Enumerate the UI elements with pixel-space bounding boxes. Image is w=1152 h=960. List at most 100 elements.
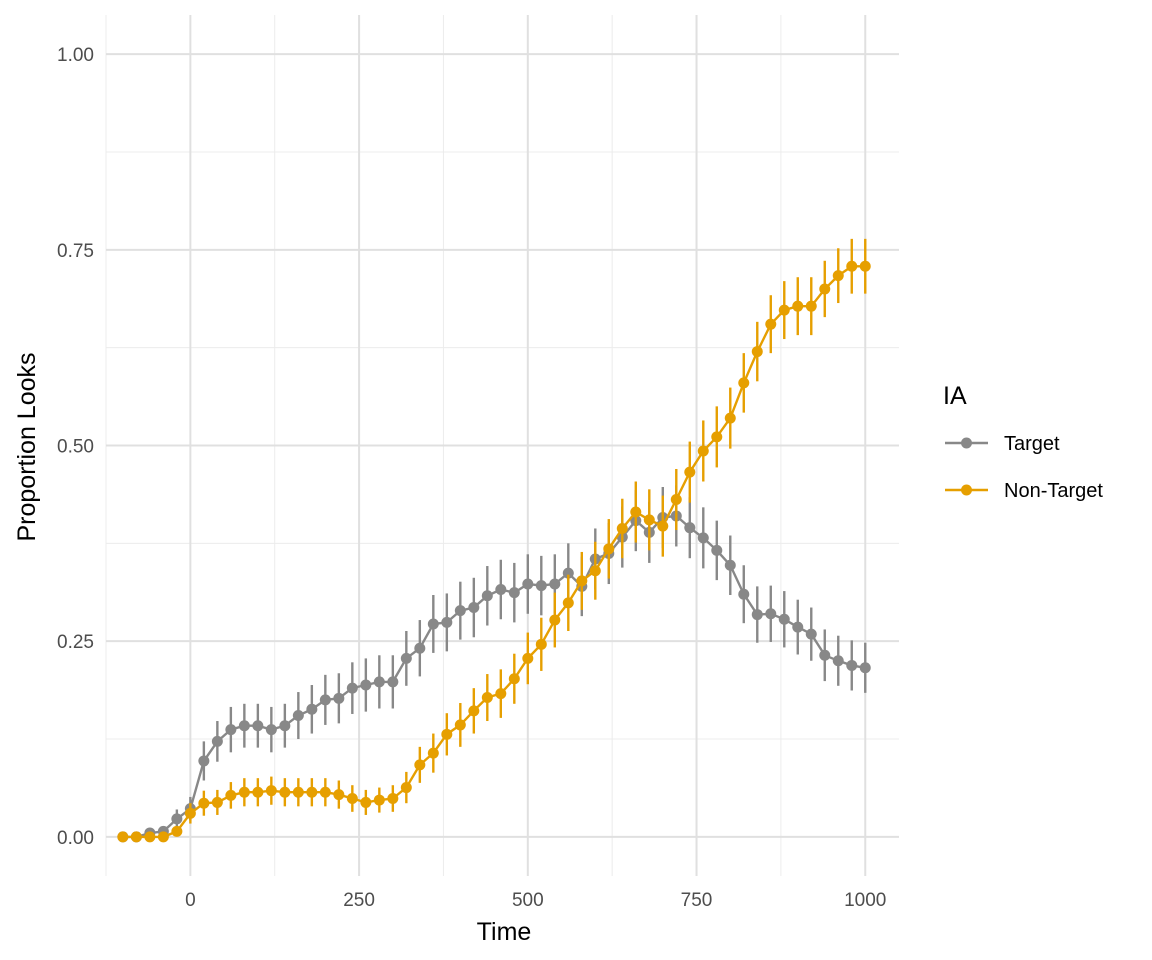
point-non-target [805, 300, 817, 312]
point-non-target [508, 673, 520, 685]
point-non-target [468, 705, 480, 717]
point-target [765, 608, 777, 620]
point-non-target [684, 466, 696, 478]
legend-key-point-non-target [961, 484, 972, 496]
point-target [508, 587, 520, 599]
point-target [711, 544, 723, 556]
point-target [495, 584, 507, 596]
y-tick-label: 1.00 [57, 45, 94, 66]
series-non-target [117, 238, 871, 843]
point-target [252, 720, 264, 732]
point-non-target [522, 652, 534, 664]
point-non-target [792, 300, 804, 312]
point-target [819, 649, 831, 661]
point-non-target [333, 789, 345, 801]
point-non-target [603, 543, 615, 555]
point-non-target [414, 759, 426, 771]
legend-item-non-target: Non-Target [945, 480, 1103, 502]
legend-label-non-target: Non-Target [1004, 480, 1103, 502]
point-non-target [589, 565, 601, 577]
point-target [238, 720, 250, 732]
point-target [684, 522, 696, 534]
point-target [414, 642, 426, 654]
point-non-target [454, 719, 466, 731]
point-target [805, 628, 817, 640]
point-non-target [495, 688, 507, 700]
point-target [198, 755, 210, 767]
point-non-target [319, 786, 331, 798]
point-non-target [157, 831, 169, 843]
point-non-target [225, 789, 237, 801]
x-tick-label: 0 [185, 890, 196, 911]
point-target [468, 602, 480, 614]
point-target [171, 813, 183, 825]
point-target [306, 703, 318, 715]
y-tick-label: 0.50 [57, 437, 94, 458]
point-non-target [832, 270, 844, 282]
y-tick-label: 0.75 [57, 241, 94, 262]
point-non-target [387, 793, 399, 805]
point-target [778, 613, 790, 625]
point-target [319, 694, 331, 706]
y-tick-label: 0.25 [57, 632, 94, 653]
point-non-target [346, 793, 358, 805]
point-target [441, 616, 453, 628]
point-target [265, 724, 277, 736]
point-target [846, 659, 858, 671]
point-non-target [238, 786, 250, 798]
point-non-target [724, 412, 736, 424]
point-non-target [630, 506, 642, 518]
point-non-target [171, 825, 183, 837]
point-target [400, 652, 412, 664]
point-non-target [751, 346, 763, 358]
point-non-target [292, 786, 304, 798]
legend-key-point-target [961, 437, 972, 449]
point-non-target [697, 445, 709, 457]
point-target [792, 621, 804, 633]
point-non-target [859, 260, 871, 272]
point-target [481, 590, 493, 602]
point-non-target [562, 597, 574, 609]
point-target [832, 655, 844, 667]
point-non-target [279, 786, 291, 798]
point-non-target [306, 786, 318, 798]
point-non-target [441, 728, 453, 740]
point-target [279, 720, 291, 732]
point-non-target [400, 782, 412, 794]
point-target [292, 710, 304, 722]
x-tick-label: 250 [343, 890, 375, 911]
legend-title: IA [943, 382, 967, 410]
point-non-target [184, 807, 196, 819]
point-non-target [481, 692, 493, 704]
point-non-target [360, 796, 372, 808]
point-target [225, 724, 237, 736]
point-target [751, 609, 763, 621]
x-axis-title: Time [477, 918, 532, 946]
legend-label-target: Target [1004, 433, 1060, 455]
point-target [373, 676, 385, 688]
point-target [697, 532, 709, 544]
point-non-target [778, 304, 790, 316]
point-target [724, 559, 736, 571]
point-target [346, 682, 358, 694]
point-target [333, 692, 345, 704]
point-non-target [846, 260, 858, 272]
legend-item-target: Target [945, 433, 1060, 455]
point-target [454, 605, 466, 617]
plot-area [117, 238, 871, 843]
point-non-target [198, 797, 210, 809]
point-non-target [535, 638, 547, 650]
point-non-target [130, 831, 142, 843]
y-axis-title: Proportion Looks [13, 352, 41, 541]
line-target [122, 514, 866, 839]
point-non-target [765, 318, 777, 330]
point-target [549, 578, 561, 590]
tick-labels: 0 250 500 750 1000 0.00 0.25 0.50 0.75 1.00 [57, 45, 886, 911]
point-target [522, 578, 534, 590]
point-non-target [252, 786, 264, 798]
point-non-target [657, 520, 669, 532]
point-non-target [144, 831, 156, 843]
point-target [427, 618, 439, 630]
point-non-target [738, 377, 750, 389]
